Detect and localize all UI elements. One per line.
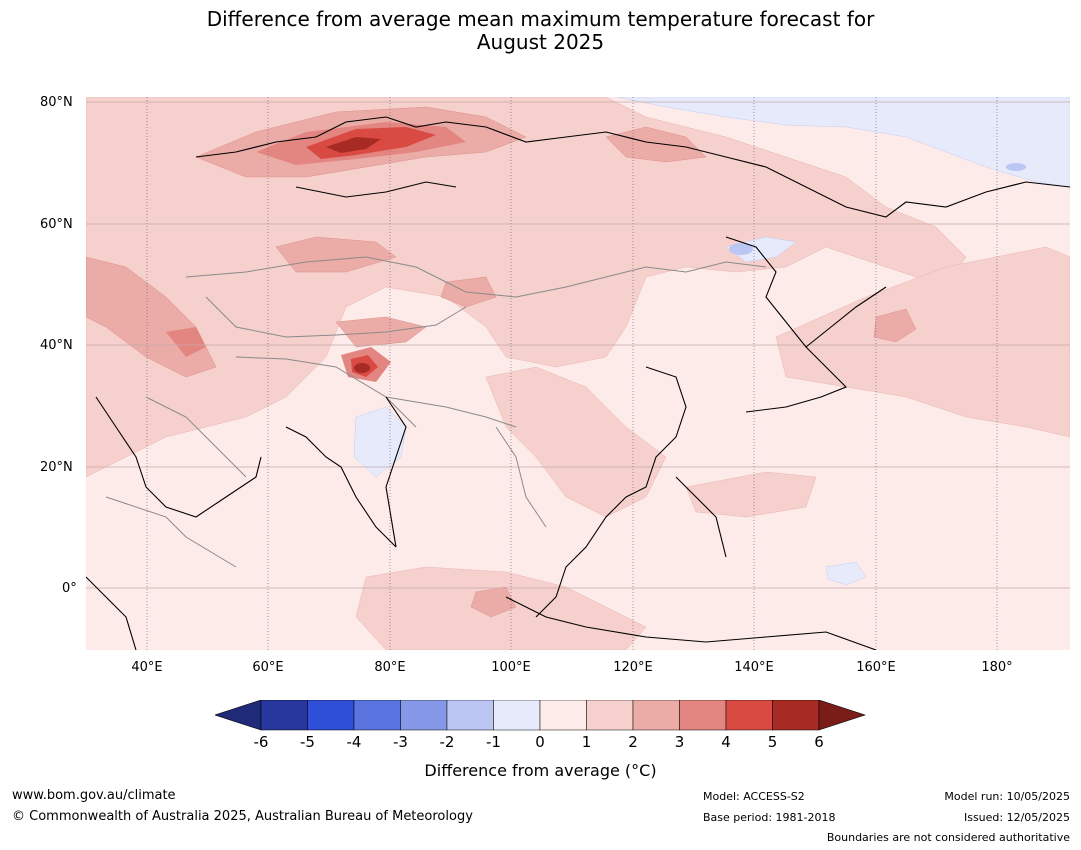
lat-label-40n: 40°N: [40, 338, 73, 353]
colorbar-under-triangle: [215, 700, 262, 731]
colorbar-segment: [586, 700, 634, 731]
anomaly-1-2-areas: [86, 97, 1070, 650]
colorbar-tick-label: 6: [814, 733, 824, 751]
colorbar-segment: [307, 700, 355, 731]
lat-label-80n: 80°N: [40, 95, 73, 110]
footer-disclaimer: Boundaries are not considered authoritat…: [826, 831, 1070, 844]
colorbar-segment: [679, 700, 727, 731]
colorbar-segment: [446, 700, 494, 731]
colorbar-segment: [539, 700, 587, 731]
colorbar-segment: [632, 700, 680, 731]
colorbar-tick-label: -1: [486, 733, 501, 751]
colorbar-tick-label: -4: [346, 733, 362, 751]
colorbar-segment: [493, 700, 541, 731]
colorbar-segment: [725, 700, 773, 731]
colorbar-segment: [353, 700, 401, 731]
lon-label-60e: 60°E: [252, 660, 284, 675]
colorbar-tick-label: 3: [674, 733, 685, 751]
footer-model-run: Model run: 10/05/2025: [944, 790, 1070, 803]
footer-model: Model: ACCESS-S2: [703, 790, 805, 803]
footer-base-period: Base period: 1981-2018: [703, 811, 836, 824]
colorbar-label: Difference from average (°C): [424, 761, 657, 780]
lat-label-equator: 0°: [62, 581, 77, 596]
colorbar-segments: [260, 700, 820, 731]
colorbar: [215, 700, 866, 731]
title-line-1: Difference from average mean maximum tem…: [206, 7, 875, 31]
lon-label-100e: 100°E: [491, 660, 531, 675]
colorbar-tick-label: -2: [439, 733, 455, 751]
colorbar-segment: [260, 700, 308, 731]
anomaly-negative-2-areas: [729, 163, 1026, 255]
footer-copyright: © Commonwealth of Australia 2025, Austra…: [12, 809, 473, 824]
lon-label-140e: 140°E: [734, 660, 774, 675]
colorbar-segment: [400, 700, 448, 731]
lat-label-20n: 20°N: [40, 460, 73, 475]
meridians: [146, 97, 998, 650]
lon-label-120e: 120°E: [613, 660, 653, 675]
colorbar-segment: [772, 700, 820, 731]
map-title: Difference from average mean maximum tem…: [0, 8, 1081, 54]
lon-label-40e: 40°E: [131, 660, 163, 675]
coastlines: [86, 116, 1070, 650]
colorbar-tick-label: -3: [393, 733, 408, 751]
lat-label-60n: 60°N: [40, 217, 73, 232]
map-svg: [86, 97, 1070, 650]
colorbar-tick-label: -6: [253, 733, 269, 751]
colorbar-tick-label: 1: [581, 733, 592, 751]
anomaly-5-6-areas: [326, 137, 381, 373]
country-boundaries: [105, 256, 767, 568]
title-line-2: August 2025: [476, 30, 605, 54]
colorbar-tick-label: 2: [628, 733, 638, 751]
colorbar-tick-label: 4: [721, 733, 731, 751]
footer-url: www.bom.gov.au/climate: [12, 788, 176, 803]
lon-label-80e: 80°E: [374, 660, 406, 675]
colorbar-tick-label: 5: [767, 733, 778, 751]
colorbar-tick-label: -5: [300, 733, 315, 751]
footer-issued: Issued: 12/05/2025: [963, 811, 1070, 824]
lon-label-180: 180°: [981, 660, 1013, 675]
colorbar-over-triangle: [818, 700, 866, 731]
graticule: [86, 101, 1070, 589]
lon-label-160e: 160°E: [856, 660, 896, 675]
forecast-map: [86, 97, 1070, 650]
colorbar-tick-label: 0: [535, 733, 545, 751]
